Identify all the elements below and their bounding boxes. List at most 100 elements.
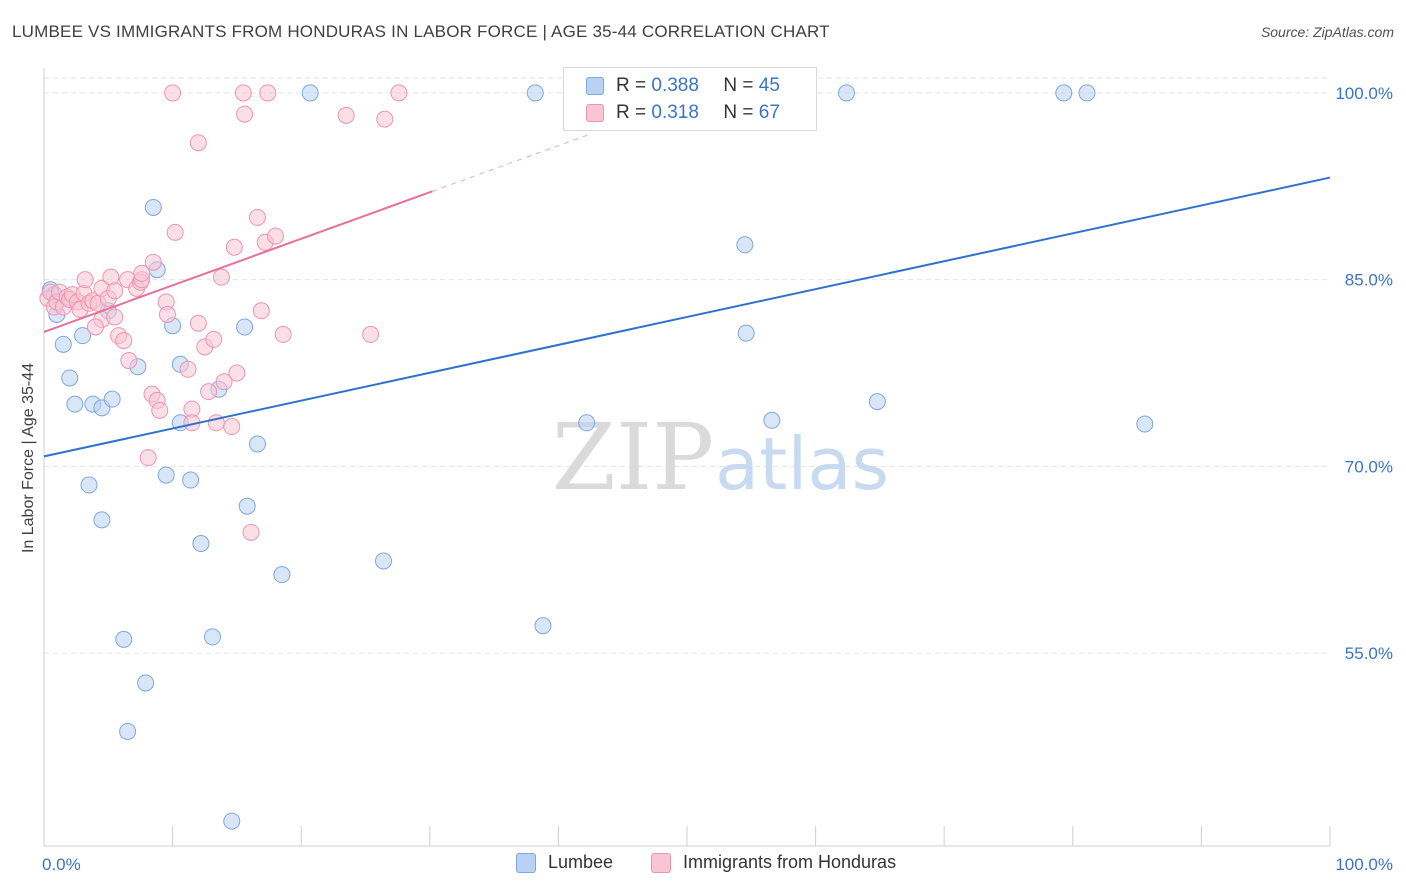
lumbee-point	[375, 552, 393, 570]
axes	[43, 68, 1331, 847]
watermark-zip: ZIP	[552, 404, 714, 511]
tick-labels: 55.0% 70.0% 85.0% 100.0% 0.0% 100.0%	[42, 84, 1393, 874]
lumbee-point	[119, 722, 137, 740]
lumbee-point	[54, 335, 72, 353]
lumbee-point	[203, 628, 221, 646]
lumbee-point	[534, 617, 552, 635]
watermark: ZIP atlas	[552, 404, 889, 511]
y-tick-label: 100.0%	[1335, 84, 1393, 103]
honduras-point	[144, 253, 162, 271]
honduras-point	[76, 271, 94, 289]
y-tick-label: 70.0%	[1345, 457, 1393, 476]
honduras-point	[376, 110, 394, 128]
honduras-point	[106, 282, 124, 300]
legend-item-honduras[interactable]: Immigrants from Honduras	[651, 852, 896, 873]
honduras-point	[242, 523, 260, 541]
honduras-point	[164, 84, 182, 102]
lumbee-swatch	[586, 77, 604, 95]
lumbee-point	[238, 497, 256, 515]
honduras-point	[106, 308, 124, 326]
lumbee-point	[736, 236, 754, 254]
y-tick-label: 55.0%	[1345, 644, 1393, 663]
honduras-point	[205, 330, 223, 348]
honduras-point	[212, 268, 230, 286]
legend-row-lumbee: R = 0.388 N = 45	[586, 74, 780, 98]
lumbee-point	[115, 630, 133, 648]
honduras-point	[234, 84, 252, 102]
lumbee-point	[66, 395, 84, 413]
honduras-trend-extension	[432, 133, 591, 192]
lumbee-point	[103, 390, 121, 408]
r-label: R =	[616, 102, 647, 123]
lumbee-point	[868, 393, 886, 411]
lumbee-point	[1136, 415, 1154, 433]
honduras-point	[362, 325, 380, 343]
x-tick-label-min: 0.0%	[42, 855, 81, 874]
honduras-point	[390, 84, 408, 102]
lumbee-point	[526, 84, 544, 102]
honduras-point	[115, 332, 133, 350]
lumbee-legend-label: Lumbee	[548, 852, 614, 872]
honduras-point	[236, 105, 254, 123]
honduras-n-value: 67	[758, 102, 780, 123]
honduras-point	[248, 208, 266, 226]
honduras-point	[133, 264, 151, 282]
honduras-point	[274, 325, 292, 343]
legend-row-honduras: R = 0.318 N = 67	[586, 101, 780, 125]
trend-lines	[43, 133, 1331, 458]
honduras-point	[166, 223, 184, 241]
source-label: Source: ZipAtlas.com	[1260, 24, 1394, 40]
series-legend: Lumbee Immigrants from Honduras	[0, 852, 1406, 878]
lumbee-point	[578, 414, 596, 432]
honduras-trend-line	[43, 190, 433, 333]
lumbee-point	[737, 324, 755, 342]
lumbee-point	[182, 471, 200, 489]
honduras-point	[266, 227, 284, 245]
correlation-legend: R = 0.388 N = 45 R = 0.318 N = 67	[563, 67, 817, 131]
honduras-r-value: 0.318	[651, 102, 699, 123]
lumbee-point	[223, 812, 241, 830]
n-label: N =	[723, 75, 754, 96]
n-label: N =	[723, 102, 754, 123]
honduras-point	[259, 84, 277, 102]
honduras-point	[252, 302, 270, 320]
honduras-point	[86, 318, 104, 336]
lumbee-point	[248, 435, 266, 453]
lumbee-legend-swatch	[516, 852, 536, 873]
honduras-point	[215, 373, 233, 391]
lumbee-point	[763, 411, 781, 429]
watermark-atlas: atlas	[715, 422, 889, 506]
honduras-legend-label: Immigrants from Honduras	[683, 852, 897, 872]
lumbee-point	[137, 674, 155, 692]
lumbee-point	[61, 369, 79, 387]
lumbee-n-value: 45	[758, 75, 780, 96]
r-label: R =	[616, 75, 647, 96]
chart-title: LUMBEE VS IMMIGRANTS FROM HONDURAS IN LA…	[12, 22, 830, 41]
honduras-point	[189, 314, 207, 332]
honduras-point	[200, 383, 218, 401]
legend-item-lumbee[interactable]: Lumbee	[516, 852, 613, 873]
honduras-point	[225, 238, 243, 256]
honduras-point	[189, 134, 207, 152]
lumbee-point	[1078, 84, 1096, 102]
honduras-legend-swatch	[651, 852, 671, 873]
honduras-point	[151, 401, 169, 419]
lumbee-r-value: 0.388	[651, 75, 699, 96]
lumbee-point	[93, 511, 111, 529]
honduras-point	[158, 305, 176, 323]
y-tick-label: 85.0%	[1345, 271, 1393, 290]
lumbee-point	[273, 566, 291, 584]
honduras-point	[120, 352, 138, 370]
honduras-points	[39, 84, 408, 541]
honduras-point	[223, 418, 241, 436]
honduras-point	[337, 106, 355, 124]
lumbee-point	[74, 327, 92, 345]
honduras-swatch	[586, 104, 604, 122]
lumbee-point	[192, 535, 210, 553]
x-tick-label-max: 100.0%	[1335, 855, 1393, 874]
lumbee-point	[1055, 84, 1073, 102]
lumbee-point	[236, 318, 254, 336]
lumbee-trend-line	[43, 176, 1331, 458]
lumbee-point	[80, 476, 98, 494]
